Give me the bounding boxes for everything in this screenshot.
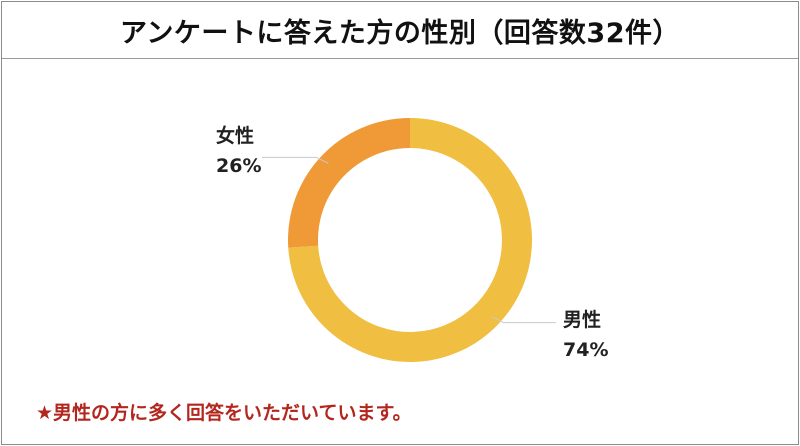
leader-line-male [491, 316, 556, 324]
donut-slice-female [288, 118, 410, 248]
slice-name-male: 男性 [563, 309, 602, 331]
title-bar: アンケートに答えた方の性別（回答数32件） [2, 2, 798, 59]
slice-label-female: 女性 26% [216, 121, 261, 181]
slice-percent-female: 26% [216, 155, 262, 177]
slice-label-male: 男性 74% [563, 305, 608, 365]
leader-line-female [262, 156, 329, 164]
chart-title: アンケートに答えた方の性別（回答数32件） [120, 17, 680, 49]
slice-percent-male: 74% [563, 339, 609, 361]
slice-name-female: 女性 [216, 125, 255, 147]
footnote: ★男性の方に多く回答をいただいています。 [36, 402, 412, 424]
